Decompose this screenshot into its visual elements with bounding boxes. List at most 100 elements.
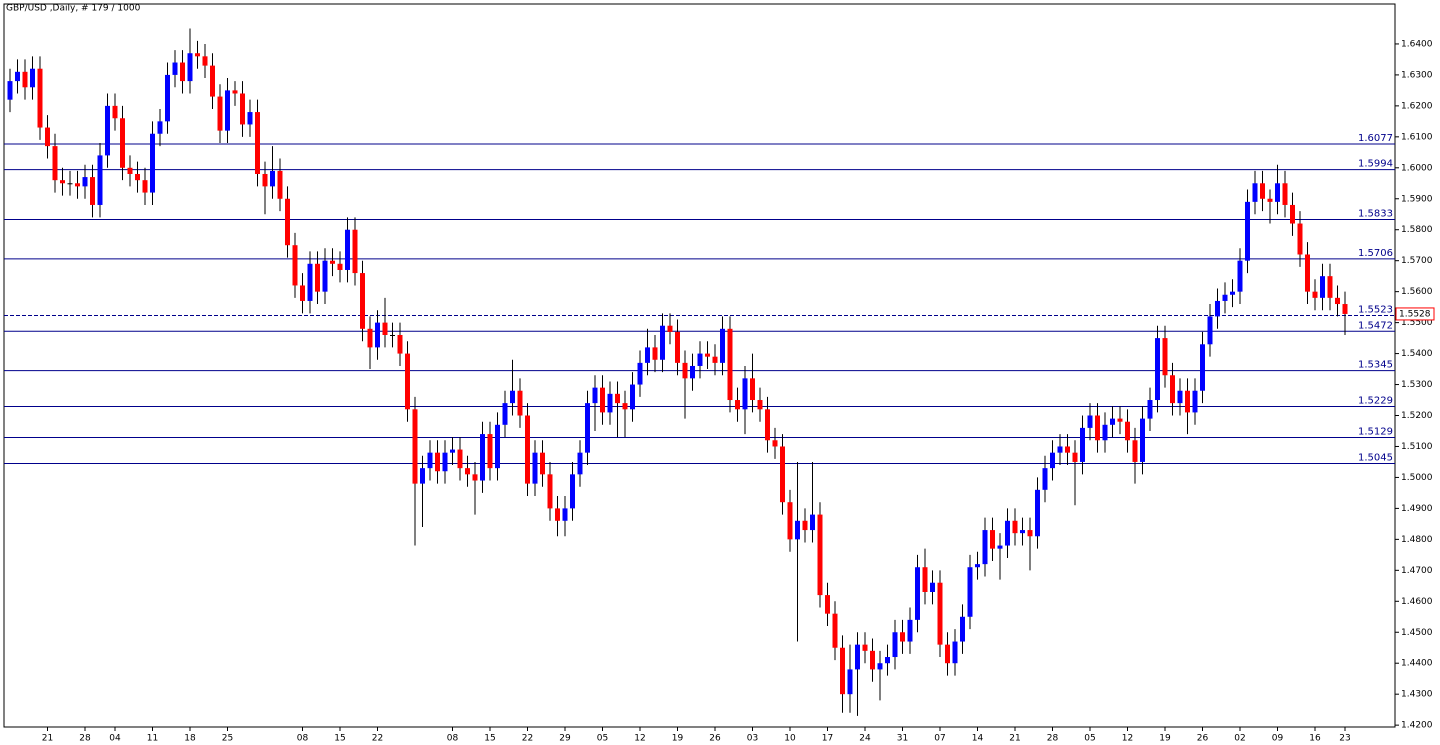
y-tick-label: 1.5400: [1401, 349, 1433, 359]
chart-title: GBP/USD ,Daily, # 179 / 1000: [6, 4, 141, 14]
candle-body: [97, 155, 103, 205]
x-tick-label: 09: [1272, 734, 1284, 744]
candle-body: [780, 446, 785, 503]
candle-body: [112, 105, 118, 119]
candle-body: [202, 56, 208, 66]
x-tick-label: 28: [1047, 734, 1059, 744]
candle-body: [487, 434, 493, 469]
y-tick-label: 1.6000: [1401, 163, 1433, 173]
y-tick-label: 1.5800: [1401, 225, 1433, 235]
x-tick-label: 31: [897, 734, 908, 744]
x-tick-label: 15: [484, 734, 495, 744]
candle-body: [375, 322, 380, 348]
candle-body: [1117, 418, 1123, 422]
candle-body: [570, 474, 575, 509]
x-tick-label: 16: [1309, 734, 1321, 744]
y-tick-label: 1.4200: [1401, 721, 1433, 731]
candle-body: [855, 644, 860, 670]
candle-body: [52, 146, 58, 181]
x-tick-label: 14: [972, 734, 984, 744]
y-tick-label: 1.4700: [1401, 566, 1433, 576]
candle-body: [1110, 418, 1115, 425]
candle-body: [795, 520, 800, 540]
candle-body: [577, 452, 583, 475]
candle-body: [1087, 415, 1093, 428]
x-tick-label: 18: [184, 734, 196, 744]
candle-body: [540, 452, 545, 475]
x-tick-label: 03: [747, 734, 758, 744]
level-label: 1.5833: [1358, 209, 1393, 220]
candle-body: [622, 403, 628, 410]
candle-body: [1042, 468, 1048, 490]
candle-body: [1342, 304, 1348, 314]
candle-body: [1275, 183, 1280, 202]
candle-body: [615, 393, 620, 404]
candle-body: [240, 93, 245, 125]
x-tick-label: 26: [709, 734, 721, 744]
candle-body: [952, 641, 958, 664]
candle-body: [30, 68, 35, 88]
candle-body: [157, 121, 163, 134]
candle-body: [765, 409, 770, 441]
x-tick-label: 23: [1339, 734, 1350, 744]
candle-body: [1050, 452, 1055, 469]
y-tick-label: 1.5300: [1401, 380, 1433, 390]
x-tick-label: 10: [784, 734, 796, 744]
candle-body: [945, 644, 950, 664]
candle-body: [757, 400, 763, 410]
x-tick-label: 21: [1009, 734, 1020, 744]
candle-body: [352, 229, 358, 274]
candle-body: [300, 285, 305, 301]
y-tick-label: 1.4800: [1401, 535, 1433, 545]
x-tick-label: 05: [597, 734, 608, 744]
candle-body: [1177, 390, 1183, 404]
candle-body: [1260, 183, 1265, 199]
candle-body: [1245, 201, 1250, 261]
candle-body: [1005, 520, 1010, 546]
x-tick-label: 08: [447, 734, 459, 744]
y-tick-label: 1.6200: [1401, 101, 1433, 111]
candle-body: [660, 325, 665, 360]
candle-body: [1297, 223, 1303, 255]
candle-body: [390, 335, 395, 337]
y-tick-label: 1.5600: [1401, 287, 1433, 297]
candle-body: [330, 260, 335, 264]
candle-body: [15, 71, 20, 82]
level-label: 1.5994: [1358, 159, 1393, 170]
x-tick-label: 11: [147, 734, 158, 744]
y-tick-label: 1.4400: [1401, 659, 1433, 669]
candle-body: [975, 564, 980, 568]
x-tick-label: 28: [79, 734, 91, 744]
candle-body: [892, 632, 898, 658]
x-tick-label: 04: [109, 734, 121, 744]
y-tick-label: 1.5200: [1401, 411, 1433, 421]
candle-body: [1192, 390, 1198, 413]
candle-body: [427, 452, 433, 469]
candle-body: [435, 452, 440, 472]
candle-body: [315, 263, 320, 292]
candle-body: [967, 567, 973, 617]
candle-body: [982, 530, 988, 565]
x-tick-label: 22: [522, 734, 533, 744]
candle-body: [667, 325, 673, 332]
candle-body: [547, 474, 553, 509]
candle-body: [1020, 530, 1025, 534]
x-tick-label: 22: [372, 734, 383, 744]
candle-body: [1132, 440, 1138, 462]
candle-body: [67, 183, 73, 185]
x-tick-label: 29: [559, 734, 571, 744]
y-tick-label: 1.5000: [1401, 473, 1433, 483]
candle-body: [255, 112, 260, 174]
candle-body: [495, 424, 500, 469]
candle-body: [1327, 276, 1333, 298]
candle-body: [1125, 421, 1130, 441]
candle-body: [1335, 297, 1340, 305]
candle-body: [405, 353, 410, 410]
candle-body: [210, 65, 215, 97]
candle-body: [825, 595, 830, 614]
candle-body: [232, 90, 238, 94]
candle-body: [322, 260, 328, 292]
candle-body: [105, 105, 110, 156]
candle-body: [697, 353, 703, 366]
